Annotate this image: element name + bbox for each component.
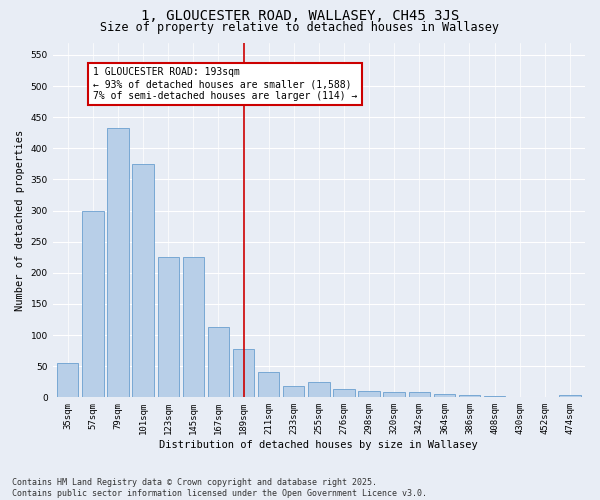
Bar [233, 349, 254, 398]
Bar [57, 363, 79, 398]
Bar [133, 164, 154, 398]
Bar [182, 258, 204, 398]
Text: Size of property relative to detached houses in Wallasey: Size of property relative to detached ho… [101, 21, 499, 34]
Bar [208, 327, 229, 398]
Text: 1, GLOUCESTER ROAD, WALLASEY, CH45 3JS: 1, GLOUCESTER ROAD, WALLASEY, CH45 3JS [141, 9, 459, 23]
Bar [358, 391, 380, 398]
Bar [434, 394, 455, 398]
Bar [559, 396, 581, 398]
Bar [333, 389, 355, 398]
Bar [409, 392, 430, 398]
Bar [82, 210, 104, 398]
Text: Contains HM Land Registry data © Crown copyright and database right 2025.
Contai: Contains HM Land Registry data © Crown c… [12, 478, 427, 498]
Bar [258, 372, 279, 398]
Text: 1 GLOUCESTER ROAD: 193sqm
← 93% of detached houses are smaller (1,588)
7% of sem: 1 GLOUCESTER ROAD: 193sqm ← 93% of detac… [93, 68, 357, 100]
Bar [459, 395, 480, 398]
Bar [383, 392, 405, 398]
X-axis label: Distribution of detached houses by size in Wallasey: Distribution of detached houses by size … [160, 440, 478, 450]
Bar [509, 396, 530, 398]
Bar [107, 128, 128, 398]
Bar [534, 396, 556, 398]
Y-axis label: Number of detached properties: Number of detached properties [15, 130, 25, 310]
Bar [158, 258, 179, 398]
Bar [308, 382, 329, 398]
Bar [283, 386, 304, 398]
Bar [484, 396, 505, 398]
